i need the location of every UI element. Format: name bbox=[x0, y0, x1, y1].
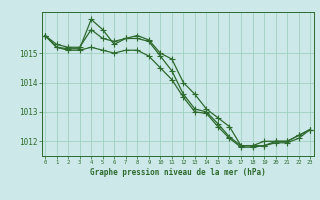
X-axis label: Graphe pression niveau de la mer (hPa): Graphe pression niveau de la mer (hPa) bbox=[90, 168, 266, 177]
